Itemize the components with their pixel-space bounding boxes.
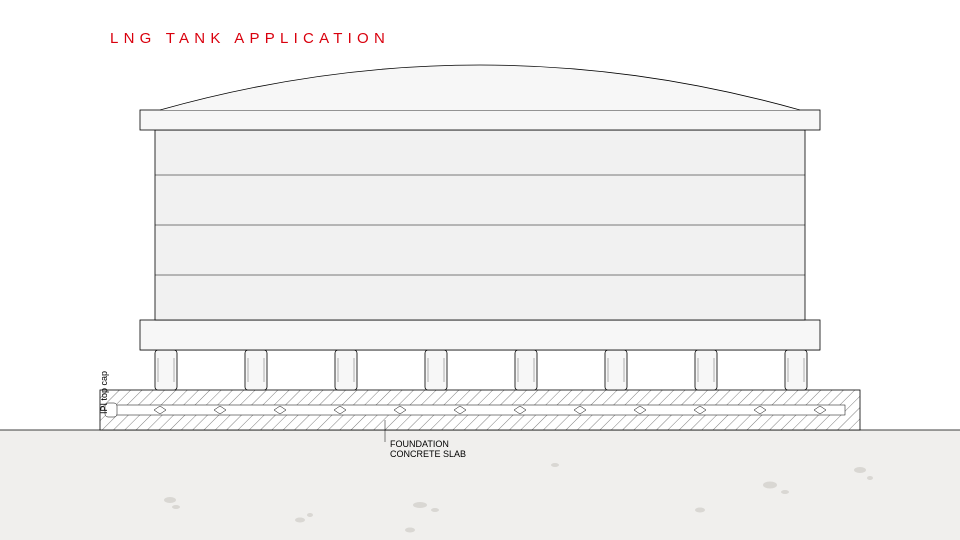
ipi-top-cap-label: IPI top cap	[99, 371, 109, 414]
diagram-canvas: LNG TANK APPLICATION IPI top cap FOUNDAT…	[0, 0, 960, 540]
foundation-label-line1: FOUNDATION	[390, 439, 449, 449]
lng-tank-svg	[0, 0, 960, 540]
foundation-label: FOUNDATION CONCRETE SLAB	[390, 440, 466, 460]
foundation-label-line2: CONCRETE SLAB	[390, 449, 466, 459]
